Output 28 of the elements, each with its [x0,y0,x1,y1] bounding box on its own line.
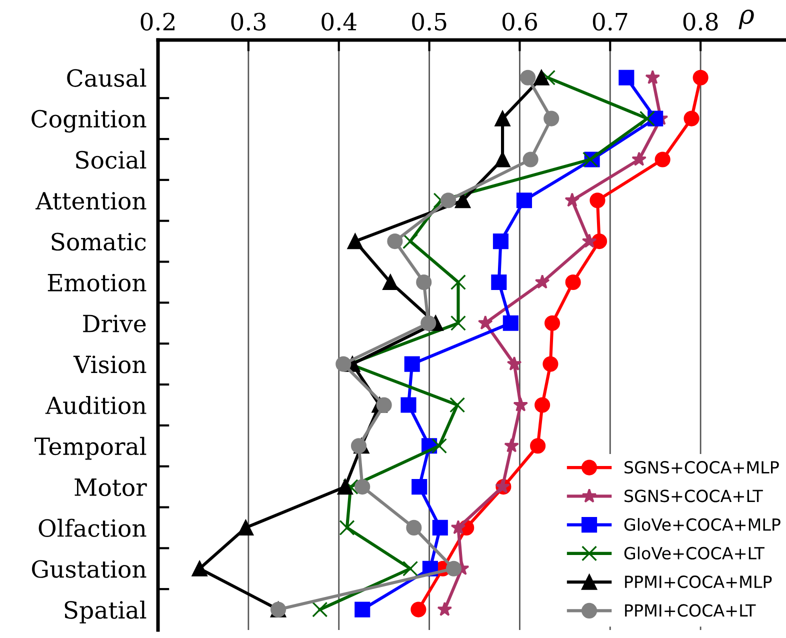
y-tick-label: Audition [45,396,146,414]
y-tick-label: Cognition [32,110,146,133]
y-tick-label: Social [76,150,146,169]
x-tick-label: 0.3 [231,12,266,31]
y-tick-label: Motor [74,478,147,496]
x-tick-label: 0.6 [502,12,538,31]
y-tick-label: Olfaction [38,518,146,538]
y-tick-label: Drive [83,314,146,332]
y-tick-label: Somatic [52,232,146,251]
legend-label: PPMI+COCA+MLP [625,576,772,588]
legend-label: GloVe+COCA+MLP [624,518,780,531]
legend-label: GloVe+COCA+LT [624,546,764,560]
x-tick-label: 0.2 [140,12,174,31]
x-tick-label: 0.7 [592,12,628,31]
legend-label: SGNS+COCA+MLP [624,461,779,474]
y-tick-label: Causal [67,68,146,87]
x-tick-label: 0.4 [322,12,356,31]
x-tick-label: 0.8 [683,12,718,31]
x-tick-label: 0.5 [412,12,446,31]
y-tick-label: Temporal [34,436,146,460]
y-tick-label: Attention [35,192,146,210]
legend-label: PPMI+COCA+LT [625,604,756,617]
x-axis-title: ρ [738,10,754,30]
y-tick-label: Gustation [32,560,146,578]
legend-label: SGNS+COCA+LT [624,490,763,502]
y-tick-label: Emotion [48,274,146,292]
y-tick-label: Spatial [64,600,146,624]
y-tick-label: Vision [73,356,146,374]
